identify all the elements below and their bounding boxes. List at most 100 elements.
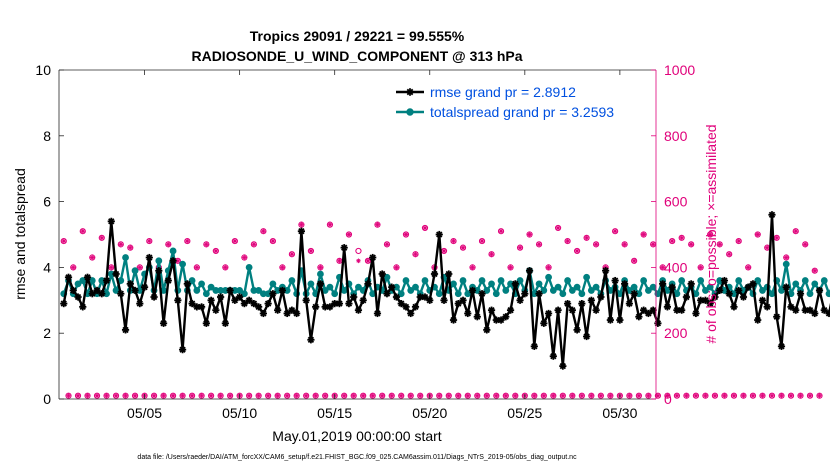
obs-possible-marker [488, 251, 495, 258]
obs-assimilated-marker [455, 393, 461, 399]
obs-possible-marker [768, 392, 776, 399]
series-point-rmse [544, 309, 553, 318]
series-point-rmse [64, 273, 73, 281]
obs-assimilated-marker [151, 393, 157, 399]
series-point-rmse [483, 326, 491, 334]
series-point-rmse [744, 283, 752, 291]
obs-possible-marker [578, 392, 585, 399]
obs-assimilated-marker [275, 393, 280, 399]
obs-assimilated-marker [118, 242, 124, 247]
obs-possible-marker [60, 237, 67, 245]
obs-possible-marker [93, 392, 101, 399]
obs-possible-marker [255, 392, 262, 399]
y-tick-label: 6 [43, 194, 51, 210]
series-point-rmse [364, 280, 372, 288]
series-point-rmse [606, 316, 614, 324]
obs-assimilated-marker [294, 393, 299, 399]
obs-possible-marker [360, 392, 367, 399]
obs-assimilated-marker [608, 393, 613, 399]
obs-assimilated-marker [484, 393, 490, 399]
series-point-rmse [269, 290, 277, 298]
y-tick-label: 10 [35, 62, 51, 78]
obs-possible-marker [749, 392, 757, 399]
series-point-rmse [468, 286, 477, 295]
obs-possible-marker [631, 257, 638, 264]
series-point-rmse [492, 316, 500, 324]
series-point-rmse [288, 306, 296, 314]
obs-assimilated-marker [684, 393, 689, 399]
obs-possible-marker [559, 392, 566, 399]
series-point-rmse [473, 313, 481, 321]
obs-assimilated-marker [375, 222, 380, 227]
obs-assimilated-marker [147, 238, 152, 244]
series-point-totalspread [587, 287, 595, 294]
obs-assimilated-marker [503, 393, 509, 399]
series-point-rmse [240, 299, 248, 308]
obs-assimilated-marker [460, 245, 466, 250]
series-point-rmse [354, 306, 363, 314]
obs-assimilated-marker [703, 393, 708, 399]
series-point-rmse [207, 296, 215, 304]
obs-possible-marker [341, 392, 348, 399]
obs-assimilated-marker [199, 393, 204, 399]
series-point-rmse [559, 362, 567, 370]
series-point-rmse [164, 276, 172, 285]
series-point-rmse [378, 270, 386, 278]
obs-possible-marker [369, 392, 376, 399]
obs-possible-marker [526, 231, 533, 238]
series-point-totalspread [450, 280, 457, 288]
series-point-rmse [98, 290, 106, 298]
x-tick-label: 05/05 [127, 405, 162, 421]
obs-possible-marker [626, 392, 633, 399]
obs-assimilated-marker [798, 393, 803, 399]
series-point-totalspread [497, 277, 505, 284]
series-point-totalspread [402, 277, 410, 284]
series-point-totalspread [478, 277, 486, 284]
series-point-totalspread [649, 283, 657, 291]
obs-assimilated-marker [593, 242, 599, 247]
obs-assimilated-marker [774, 235, 780, 241]
obs-possible-marker [645, 392, 652, 399]
series-point-rmse [397, 299, 405, 308]
obs-assimilated-marker [185, 238, 190, 244]
series-point-totalspread [735, 277, 743, 284]
series-point-rmse [197, 303, 206, 311]
series-point-rmse [69, 286, 77, 295]
obs-assimilated-marker [650, 242, 656, 247]
series-point-rmse [155, 267, 163, 275]
obs-possible-marker [265, 392, 272, 399]
obs-assimilated-marker [707, 232, 713, 237]
obs-assimilated-marker [208, 393, 214, 399]
obs-possible-marker [745, 264, 752, 271]
obs-possible-marker [512, 392, 519, 399]
obs-possible-marker [188, 392, 196, 399]
series-point-rmse [136, 299, 144, 308]
series-point-rmse [777, 342, 786, 350]
y-tick-right-label: 0 [664, 391, 672, 407]
series-point-rmse [640, 306, 648, 314]
obs-possible-marker [298, 221, 305, 228]
obs-assimilated-marker [679, 235, 684, 241]
obs-assimilated-marker [560, 393, 566, 399]
obs-assimilated-marker [161, 393, 166, 399]
obs-possible-marker [98, 234, 105, 241]
obs-possible-marker [564, 237, 571, 245]
series-point-rmse [316, 280, 325, 288]
obs-possible-marker [787, 392, 795, 399]
series-point-rmse [140, 283, 149, 291]
series-point-totalspread [592, 283, 600, 291]
obs-possible-marker [312, 392, 319, 399]
series-point-totalspread [340, 287, 348, 294]
obs-possible-marker [184, 237, 191, 245]
obs-possible-marker [355, 247, 362, 255]
obs-assimilated-marker [555, 225, 561, 231]
series-point-totalspread [782, 260, 790, 268]
obs-assimilated-marker [589, 393, 594, 399]
series-point-totalspread [193, 287, 201, 294]
series-point-rmse [459, 296, 467, 304]
obs-assimilated-marker [698, 265, 703, 270]
obs-possible-marker [217, 392, 224, 399]
obs-possible-marker [816, 392, 823, 399]
y-tick-right-label: 400 [664, 259, 688, 275]
obs-possible-marker [127, 244, 134, 251]
